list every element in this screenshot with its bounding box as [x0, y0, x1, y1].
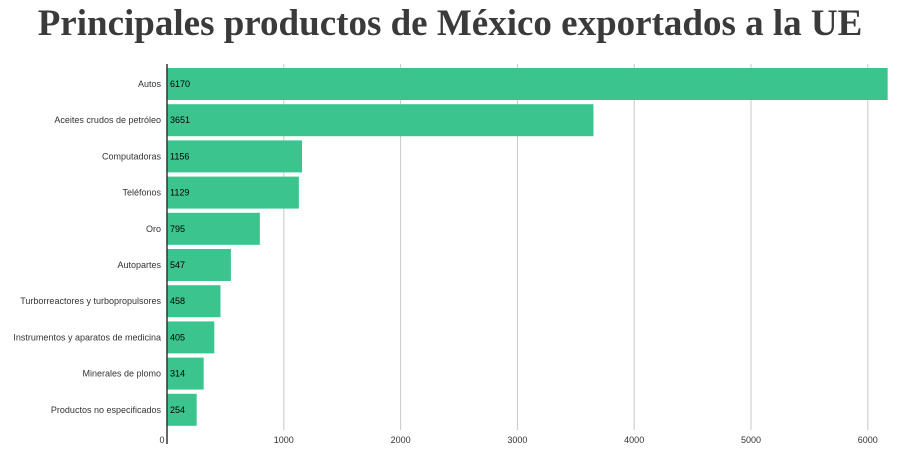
x-tick-label-1000: 1000 — [274, 435, 294, 445]
bar-2 — [167, 104, 594, 137]
axes: 0 1000 2000 3000 4000 5000 6000 — [159, 64, 878, 445]
category-label-1: Autos — [138, 79, 162, 89]
value-label-1: 6170 — [170, 79, 190, 89]
value-label-8: 405 — [170, 332, 185, 342]
x-tick-label-6000: 6000 — [858, 435, 878, 445]
category-label-10: Productos no especificados — [51, 405, 162, 415]
bar-1 — [167, 68, 888, 100]
x-tick-label-5000: 5000 — [741, 435, 761, 445]
category-label-6: Autopartes — [117, 260, 161, 270]
category-label-4: Teléfonos — [122, 188, 161, 198]
bar-7 — [167, 285, 221, 318]
x-tick-label-4000: 4000 — [624, 435, 644, 445]
value-label-7: 458 — [170, 296, 185, 306]
value-label-6: 547 — [170, 260, 185, 270]
x-tick-label-3000: 3000 — [507, 435, 527, 445]
bar-6 — [167, 249, 231, 281]
category-label-2: Aceites crudos de petróleo — [54, 115, 161, 125]
x-tick-label-2000: 2000 — [391, 435, 411, 445]
category-label-7: Turborreactores y turbopropulsores — [20, 296, 161, 306]
category-label-5: Oro — [146, 224, 161, 234]
bar-10 — [167, 393, 197, 426]
bar-3 — [167, 140, 303, 173]
x-tick-label-0: 0 — [159, 435, 164, 445]
value-label-4: 1129 — [170, 188, 189, 198]
value-label-10: 254 — [170, 405, 185, 415]
category-label-9: Minerales de plomo — [82, 369, 161, 379]
bar-5 — [167, 212, 260, 245]
category-label-8: Instrumentos y aparatos de medicina — [13, 332, 161, 342]
category-label-3: Computadoras — [102, 151, 162, 161]
bar-9 — [167, 357, 204, 390]
labels: Autos 6170 Aceites crudos de petróleo 3651 C… — [13, 79, 190, 415]
bars — [167, 68, 888, 426]
bar-4 — [167, 176, 299, 209]
chart-title: Principales productos de México exportad… — [37, 3, 863, 44]
bar-8 — [167, 321, 215, 354]
value-label-9: 314 — [170, 369, 185, 379]
value-label-3: 1156 — [170, 151, 189, 161]
value-label-2: 3651 — [170, 115, 190, 125]
value-label-5: 795 — [170, 224, 185, 234]
